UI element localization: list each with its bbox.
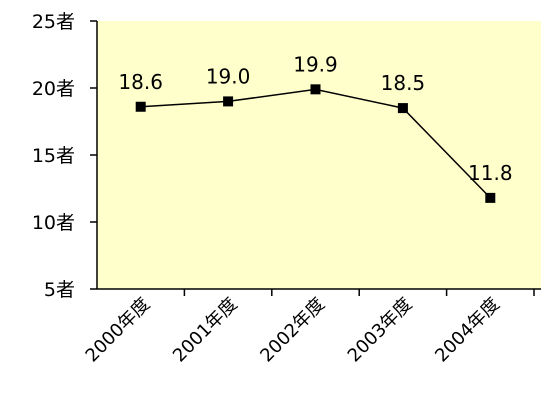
x-category-label: 2000年度 <box>82 294 155 367</box>
data-label: 18.6 <box>118 70 163 94</box>
x-category-label: 2004年度 <box>431 294 504 367</box>
x-category-label: 2001年度 <box>169 294 242 367</box>
labels-layer: 18.6 19.0 19.9 18.5 11.8 <box>118 52 512 185</box>
data-label: 11.8 <box>468 161 513 185</box>
data-label: 19.0 <box>206 64 251 88</box>
data-point-marker <box>310 84 321 95</box>
y-tick-label: 10者 <box>32 212 75 234</box>
y-axis-ticks: 5者 10者 15者 20者 25者 <box>32 11 97 301</box>
data-point-marker <box>485 192 496 203</box>
x-category-label: 2002年度 <box>256 294 329 367</box>
y-tick-label: 25者 <box>32 11 75 33</box>
data-point-marker <box>397 103 408 114</box>
data-point-marker <box>135 101 146 112</box>
y-tick-label: 5者 <box>44 279 75 301</box>
y-tick-label: 15者 <box>32 145 75 167</box>
plot-area <box>97 21 541 289</box>
data-label: 19.9 <box>293 52 338 76</box>
y-tick-label: 20者 <box>32 78 75 100</box>
data-point-marker <box>223 96 234 107</box>
x-axis-ticks: 2000年度 2001年度 2002年度 2003年度 2004年度 <box>82 289 535 367</box>
series-layer <box>135 84 496 203</box>
x-category-label: 2003年度 <box>344 294 417 367</box>
data-label: 18.5 <box>381 71 426 95</box>
